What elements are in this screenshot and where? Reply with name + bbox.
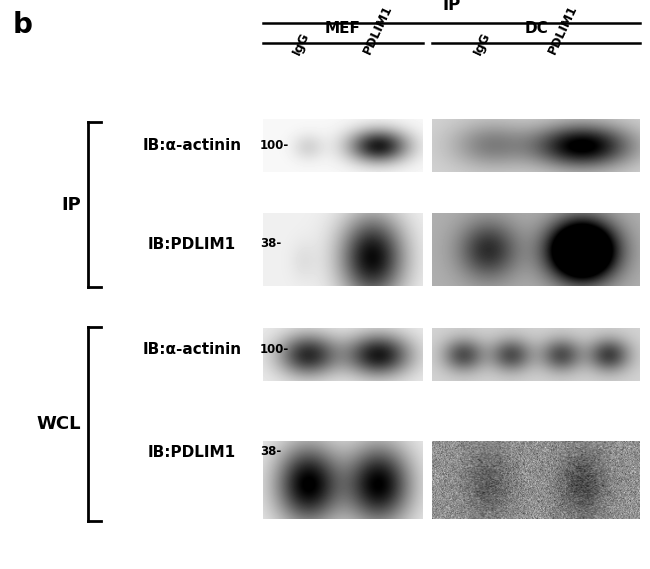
Text: PDLIM1: PDLIM1 (546, 3, 580, 57)
Text: IgG: IgG (471, 30, 493, 57)
Text: IP: IP (443, 0, 461, 14)
Text: IP: IP (62, 196, 81, 214)
Text: IB:PDLIM1: IB:PDLIM1 (148, 445, 236, 460)
Text: IB:α-actinin: IB:α-actinin (142, 138, 241, 152)
Text: DC: DC (525, 21, 548, 36)
Text: PDLIM1: PDLIM1 (361, 3, 395, 57)
Text: WCL: WCL (37, 415, 81, 433)
Text: 100-: 100- (260, 139, 289, 151)
Text: b: b (13, 11, 33, 39)
Text: 100-: 100- (260, 344, 289, 356)
Text: 38-: 38- (260, 237, 281, 250)
Text: 38-: 38- (260, 445, 281, 457)
Text: IgG: IgG (291, 30, 312, 57)
Text: IB:PDLIM1: IB:PDLIM1 (148, 237, 236, 252)
Text: IB:α-actinin: IB:α-actinin (142, 343, 241, 357)
Text: MEF: MEF (324, 21, 361, 36)
